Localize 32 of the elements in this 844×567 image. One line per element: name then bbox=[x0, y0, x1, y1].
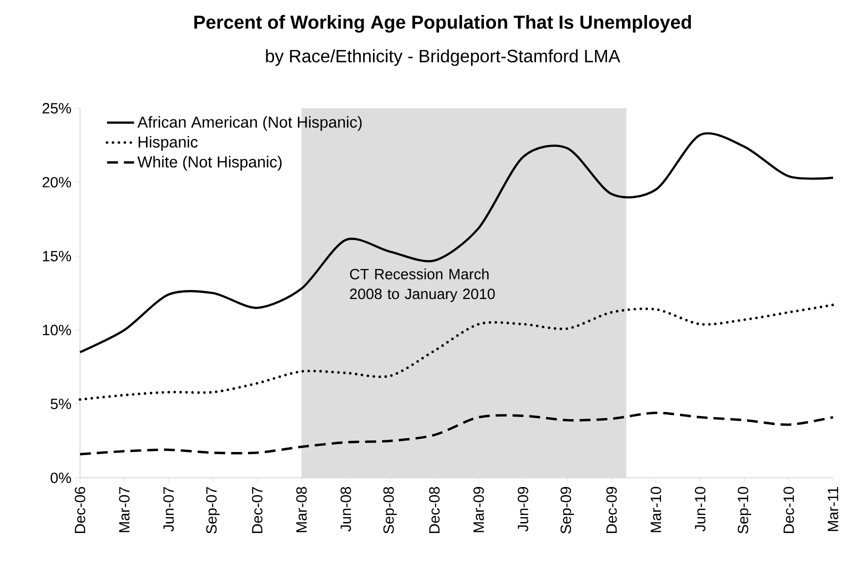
legend-label: Hispanic bbox=[138, 136, 198, 151]
x-tick-label: Sep-08 bbox=[383, 486, 397, 534]
x-tick-label: Mar-09 bbox=[473, 486, 484, 532]
y-tick-label: 25% bbox=[42, 102, 72, 114]
x-tick-label: Jun-09 bbox=[518, 486, 528, 532]
x-tick-label: Mar-10 bbox=[650, 486, 662, 532]
x-tick-label: Mar-11 bbox=[828, 486, 838, 531]
legend-label: African American (Not Hispanic) bbox=[137, 116, 362, 131]
x-tick-label: Jun-07 bbox=[163, 486, 174, 532]
y-tick-label: 5% bbox=[50, 398, 72, 410]
x-tick-label: Dec-10 bbox=[784, 486, 794, 533]
chart-title: Percent of Working Age Population That Is Unemployed bbox=[194, 14, 691, 33]
x-tick-label: Mar-08 bbox=[296, 486, 307, 532]
y-tick-label: 0% bbox=[50, 472, 72, 483]
x-tick-label: Dec-07 bbox=[252, 486, 262, 533]
x-tick-label: Jun-10 bbox=[694, 486, 706, 532]
y-tick-label: 20% bbox=[42, 176, 72, 188]
x-tick-label: Dec-09 bbox=[606, 486, 617, 533]
band-label: CT Recession March 2008 to January 2010 bbox=[350, 268, 495, 302]
x-tick-label: Dec-08 bbox=[429, 486, 440, 533]
x-tick-label: Mar-07 bbox=[119, 486, 130, 532]
x-tick-label: Dec-06 bbox=[74, 486, 86, 533]
x-tick-label: Sep-07 bbox=[206, 486, 220, 534]
line-series bbox=[78, 303, 834, 401]
x-tick-label: Sep-10 bbox=[738, 486, 752, 534]
chart-subtitle: by Race/Ethnicity - Bridgeport-Stamford LMA bbox=[266, 49, 620, 66]
x-tick-label: Sep-09 bbox=[560, 486, 574, 534]
line-series bbox=[78, 411, 834, 456]
legend-label: White (Not Hispanic) bbox=[137, 156, 282, 171]
y-tick-label: 10% bbox=[42, 324, 72, 336]
y-tick-label: 15% bbox=[42, 250, 72, 262]
x-tick-label: Jun-08 bbox=[340, 486, 352, 532]
